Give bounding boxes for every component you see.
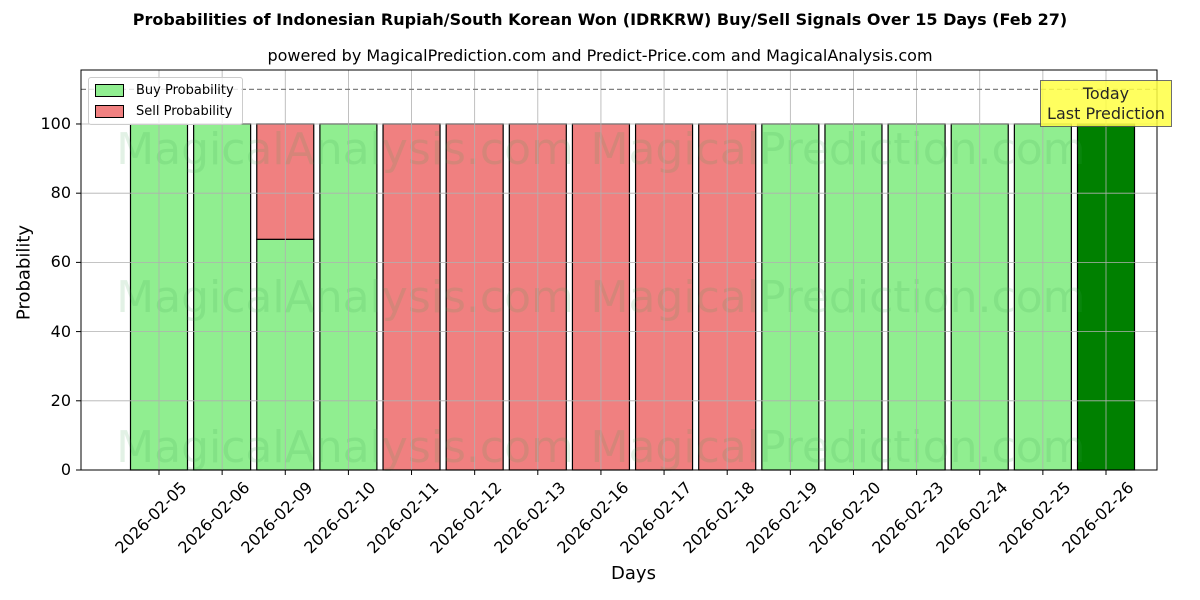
y-tick-label: 80 <box>50 183 71 203</box>
legend-label-buy: Buy Probability <box>136 82 234 98</box>
watermark-text: MagicalAnalysis.com <box>116 272 574 323</box>
chart-subtitle: powered by MagicalPrediction.com and Pre… <box>267 46 933 65</box>
chart-title: Probabilities of Indonesian Rupiah/South… <box>132 10 1068 29</box>
y-tick-label: 20 <box>50 390 71 410</box>
y-axis-label: Probability <box>13 224 35 321</box>
y-tick-label: 100 <box>40 113 71 133</box>
x-axis-label: Days <box>611 563 656 584</box>
watermark-text: MagicalAnalysis.com <box>116 124 574 175</box>
today-annotation: Today Last Prediction <box>1040 80 1172 127</box>
legend: Buy Probability Sell Probability <box>88 77 243 125</box>
sell-swatch-icon <box>95 104 124 118</box>
annotation-line1: Today <box>1082 84 1130 103</box>
annotation-line2: Last Prediction <box>1047 104 1165 123</box>
watermark-text: MagicalPrediction.com <box>591 422 1086 473</box>
watermark-text: MagicalPrediction.com <box>591 124 1086 175</box>
watermark-text: MagicalPrediction.com <box>591 272 1086 323</box>
axes-frame <box>80 69 1158 471</box>
legend-label-sell: Sell Probability <box>136 103 233 119</box>
legend-item-buy: Buy Probability <box>95 82 234 98</box>
y-tick-label: 0 <box>60 460 71 479</box>
buy-swatch-icon <box>95 83 124 97</box>
watermark-text: MagicalAnalysis.com <box>116 422 574 473</box>
y-tick-label: 40 <box>50 321 71 341</box>
y-tick-label: 60 <box>50 252 71 272</box>
legend-item-sell: Sell Probability <box>95 103 232 119</box>
